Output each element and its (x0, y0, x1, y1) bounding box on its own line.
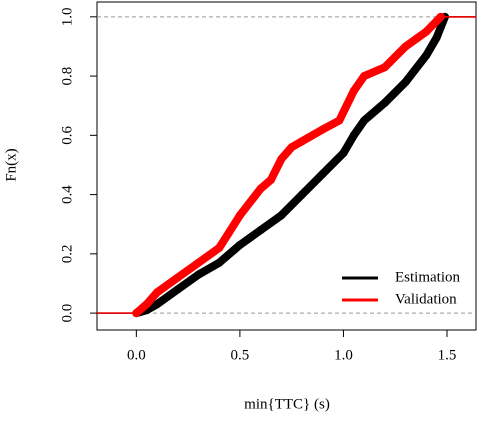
ecdf-point (235, 211, 244, 220)
y-tick-label: 0.6 (59, 125, 75, 144)
ecdf-point (298, 190, 307, 199)
ecdf-point (360, 116, 369, 125)
x-tick-label: 0.5 (231, 347, 250, 363)
ecdf-point (360, 72, 369, 81)
ecdf-point (318, 169, 327, 178)
ecdf-point (339, 149, 348, 158)
y-tick-label: 0.8 (59, 67, 75, 86)
y-axis-title: Fn(x) (3, 148, 19, 181)
plot-box (96, 1, 477, 331)
y-tick-label: 0.4 (59, 185, 75, 204)
ecdf-point (173, 273, 182, 282)
ecdf-point (194, 258, 203, 267)
ecdf-point (256, 226, 265, 235)
ecdf-point (235, 240, 244, 249)
ecdf-point (215, 243, 224, 252)
y-tick-label: 0.0 (59, 304, 75, 323)
ecdf-point (215, 258, 224, 267)
ecdf-point (318, 125, 327, 134)
ecdf-point (256, 184, 265, 193)
ecdf-point (335, 116, 344, 125)
ecdf-point (153, 300, 162, 309)
x-tick-label: 1.0 (334, 347, 353, 363)
ecdf-point (173, 285, 182, 294)
x-tick-label: 1.5 (438, 347, 457, 363)
y-tick-label: 1.0 (59, 7, 75, 26)
ecdf-point (349, 86, 358, 95)
ecdf-point (432, 33, 441, 42)
ecdf-point (349, 131, 358, 140)
ecdf-point (142, 300, 151, 309)
ecdf-point (401, 78, 410, 86)
x-tick-label: 0.0 (127, 347, 146, 363)
ecdf-point (380, 63, 389, 72)
legend-label: Estimation (395, 269, 460, 285)
ecdf-point (266, 175, 275, 184)
ecdf-point (287, 143, 296, 152)
legend-label: Validation (395, 291, 457, 307)
ecdf-point (194, 270, 203, 279)
ecdf-point (401, 42, 410, 51)
y-tick-label: 0.2 (59, 244, 75, 263)
ecdf-point (380, 98, 389, 107)
ecdf-point (436, 12, 445, 21)
ecdf-point (132, 309, 141, 318)
ecdf-point (153, 288, 162, 297)
ecdf-point (298, 137, 307, 146)
x-axis-title: min{TTC} (s) (244, 396, 330, 412)
ecdf-point (422, 51, 431, 60)
ecdf-point (277, 155, 286, 164)
ecdf-point (277, 211, 286, 220)
ecdf-point (422, 27, 431, 36)
